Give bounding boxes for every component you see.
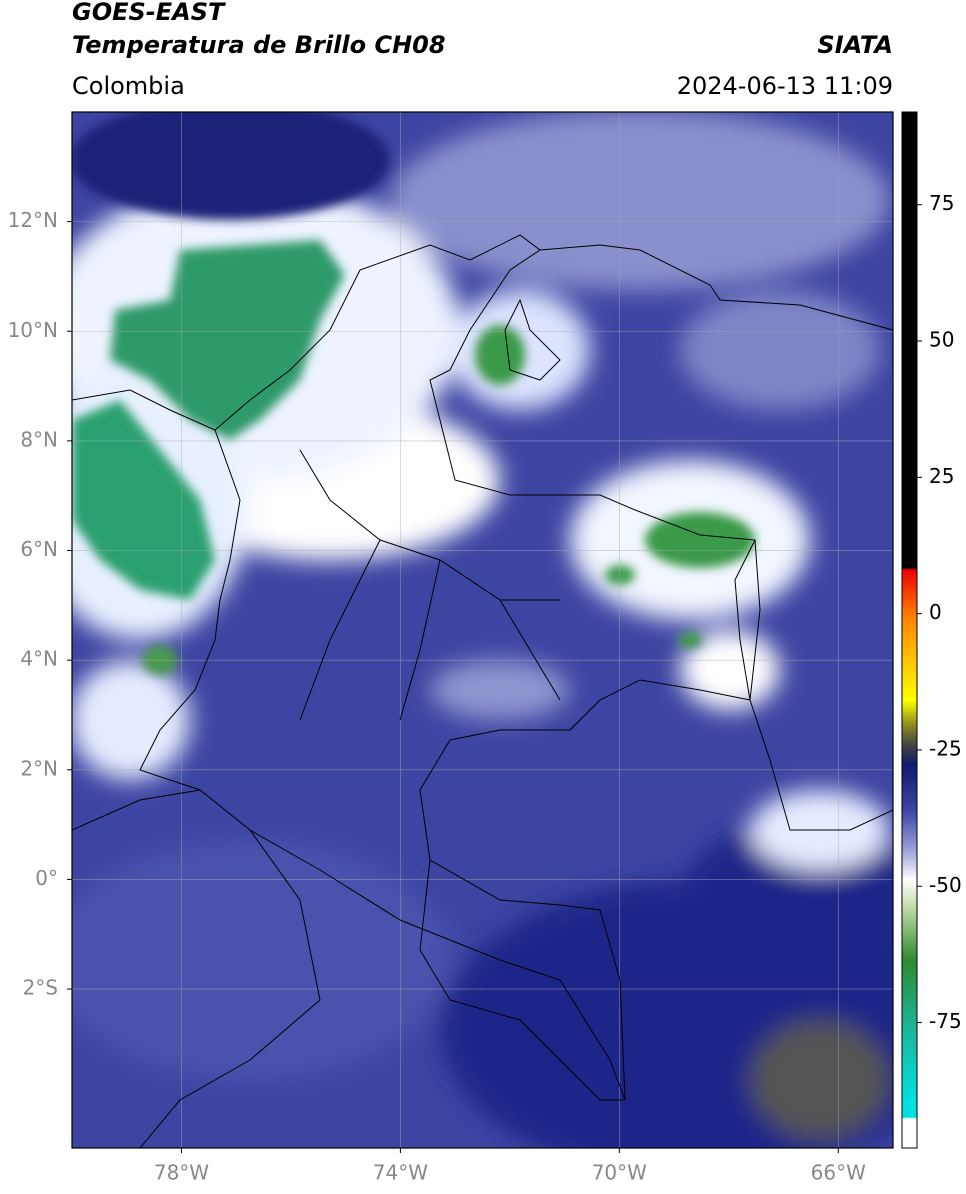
y-tick-label: 10°N xyxy=(8,318,58,342)
colorbar-tick-label: -25 xyxy=(929,736,962,760)
y-tick-label: 2°S xyxy=(23,976,58,1000)
map-frame xyxy=(71,111,894,1149)
y-tick-label: 8°N xyxy=(20,427,58,451)
datetime: 2024-06-13 11:09 xyxy=(677,72,893,100)
region: Colombia xyxy=(72,72,185,100)
x-tick-label: 74°W xyxy=(373,1161,428,1185)
y-tick-label: 12°N xyxy=(8,208,58,232)
satellite-image xyxy=(72,112,893,1148)
colorbar xyxy=(901,111,918,1149)
colorbar-tick-label: 75 xyxy=(929,191,954,215)
y-tick-label: 6°N xyxy=(20,537,58,561)
x-tick-label: 66°W xyxy=(811,1161,866,1185)
colorbar-tick-label: 50 xyxy=(929,328,954,352)
title: GOES-EAST xyxy=(72,0,226,26)
y-tick-label: 2°N xyxy=(20,756,58,780)
subtitle: Temperatura de Brillo CH08 xyxy=(72,31,446,59)
borders xyxy=(72,234,893,1148)
x-tick-label: 70°W xyxy=(592,1161,647,1185)
x-tick-label: 78°W xyxy=(154,1161,209,1185)
source: SIATA xyxy=(817,31,893,59)
colorbar-tick-label: -75 xyxy=(929,1009,962,1033)
colorbar-tick-label: 0 xyxy=(929,600,942,624)
y-tick-label: 0° xyxy=(35,866,58,890)
colorbar-tick-label: -50 xyxy=(929,873,962,897)
colorbar-tick-label: 25 xyxy=(929,464,954,488)
y-tick-label: 4°N xyxy=(20,647,58,671)
